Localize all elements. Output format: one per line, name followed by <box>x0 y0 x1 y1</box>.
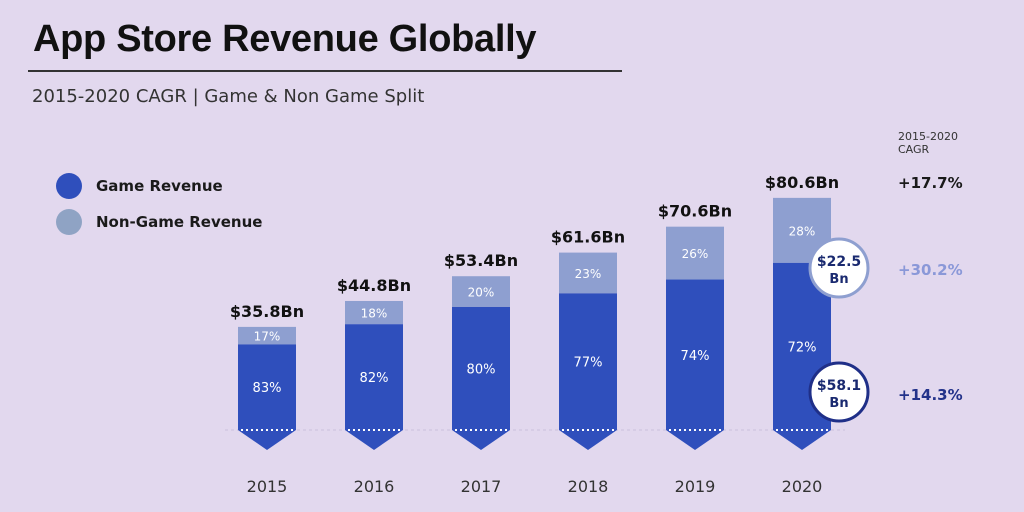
callout-non-game-circle <box>808 237 870 299</box>
label-total-2015: $35.8Bn <box>230 302 304 321</box>
bar-game-2019 <box>666 279 724 430</box>
label-total-2017: $53.4Bn <box>444 251 518 270</box>
label-game-pct-2016: 82% <box>360 371 389 386</box>
label-non-game-pct-2017: 20% <box>468 286 495 300</box>
bar-arrow-2017 <box>452 430 510 450</box>
label-game-pct-2018: 77% <box>574 356 603 371</box>
label-non-game-pct-2018: 23% <box>575 267 602 281</box>
tick-label-2019: 2019 <box>675 477 716 496</box>
legend-swatch-non-game <box>56 209 82 235</box>
legend-item-game: Game Revenue <box>56 173 223 199</box>
bar-arrow-2016 <box>345 430 403 450</box>
legend-item-non-game: Non-Game Revenue <box>56 209 262 235</box>
cagr-total: +17.7% <box>898 174 963 192</box>
bar-game-2016 <box>345 324 403 430</box>
bar-arrow-2020 <box>773 430 831 450</box>
tick-label-2015: 2015 <box>247 477 288 496</box>
label-non-game-pct-2016: 18% <box>361 307 388 321</box>
bar-non-game-2016 <box>345 300 403 325</box>
chart-subtitle: 2015-2020 CAGR | Game & Non Game Split <box>32 86 425 107</box>
callout-non-game-value: $22.5 <box>817 254 861 270</box>
label-game-pct-2019: 74% <box>681 349 710 364</box>
bar-non-game-2017 <box>452 276 510 307</box>
chart-title: App Store Revenue Globally <box>33 18 537 60</box>
legend-swatch-game <box>56 173 82 199</box>
label-total-2019: $70.6Bn <box>658 202 732 221</box>
label-non-game-pct-2019: 26% <box>682 247 709 261</box>
bar-arrow-2018 <box>559 430 617 450</box>
callout-non-game-unit: Bn <box>829 272 848 287</box>
tick-label-2020: 2020 <box>782 477 823 496</box>
label-total-2018: $61.6Bn <box>551 228 625 247</box>
cagr-heading: 2015-2020 CAGR <box>898 130 958 156</box>
label-non-game-pct-2015: 17% <box>254 330 281 344</box>
callout-game-unit: Bn <box>829 396 848 411</box>
bar-non-game-2015 <box>238 326 296 345</box>
cagr-heading-line1: 2015-2020 <box>898 130 958 143</box>
bar-non-game-2019 <box>666 226 724 280</box>
bar-arrow-2019 <box>666 430 724 450</box>
label-total-2020: $80.6Bn <box>765 173 839 192</box>
label-game-pct-2020: 72% <box>788 340 817 355</box>
cagr-heading-line2: CAGR <box>898 143 930 156</box>
bar-game-2015 <box>238 344 296 430</box>
label-total-2016: $44.8Bn <box>337 276 411 295</box>
callout-game-value: $58.1 <box>817 378 861 394</box>
bar-arrow-2015 <box>238 430 296 450</box>
cagr-non-game: +30.2% <box>898 261 963 279</box>
label-game-pct-2015: 83% <box>253 381 282 396</box>
bar-game-2018 <box>559 293 617 430</box>
label-non-game-pct-2020: 28% <box>789 224 816 238</box>
legend-label-non-game: Non-Game Revenue <box>96 213 263 231</box>
label-game-pct-2017: 80% <box>467 362 496 377</box>
tick-label-2016: 2016 <box>354 477 395 496</box>
tick-label-2018: 2018 <box>568 477 609 496</box>
bar-game-2017 <box>452 306 510 430</box>
tick-label-2017: 2017 <box>461 477 502 496</box>
legend-label-game: Game Revenue <box>96 177 223 195</box>
bar-non-game-2018 <box>559 252 617 294</box>
callout-game-circle <box>808 361 870 423</box>
cagr-game: +14.3% <box>898 386 963 404</box>
title-underline <box>28 70 622 72</box>
